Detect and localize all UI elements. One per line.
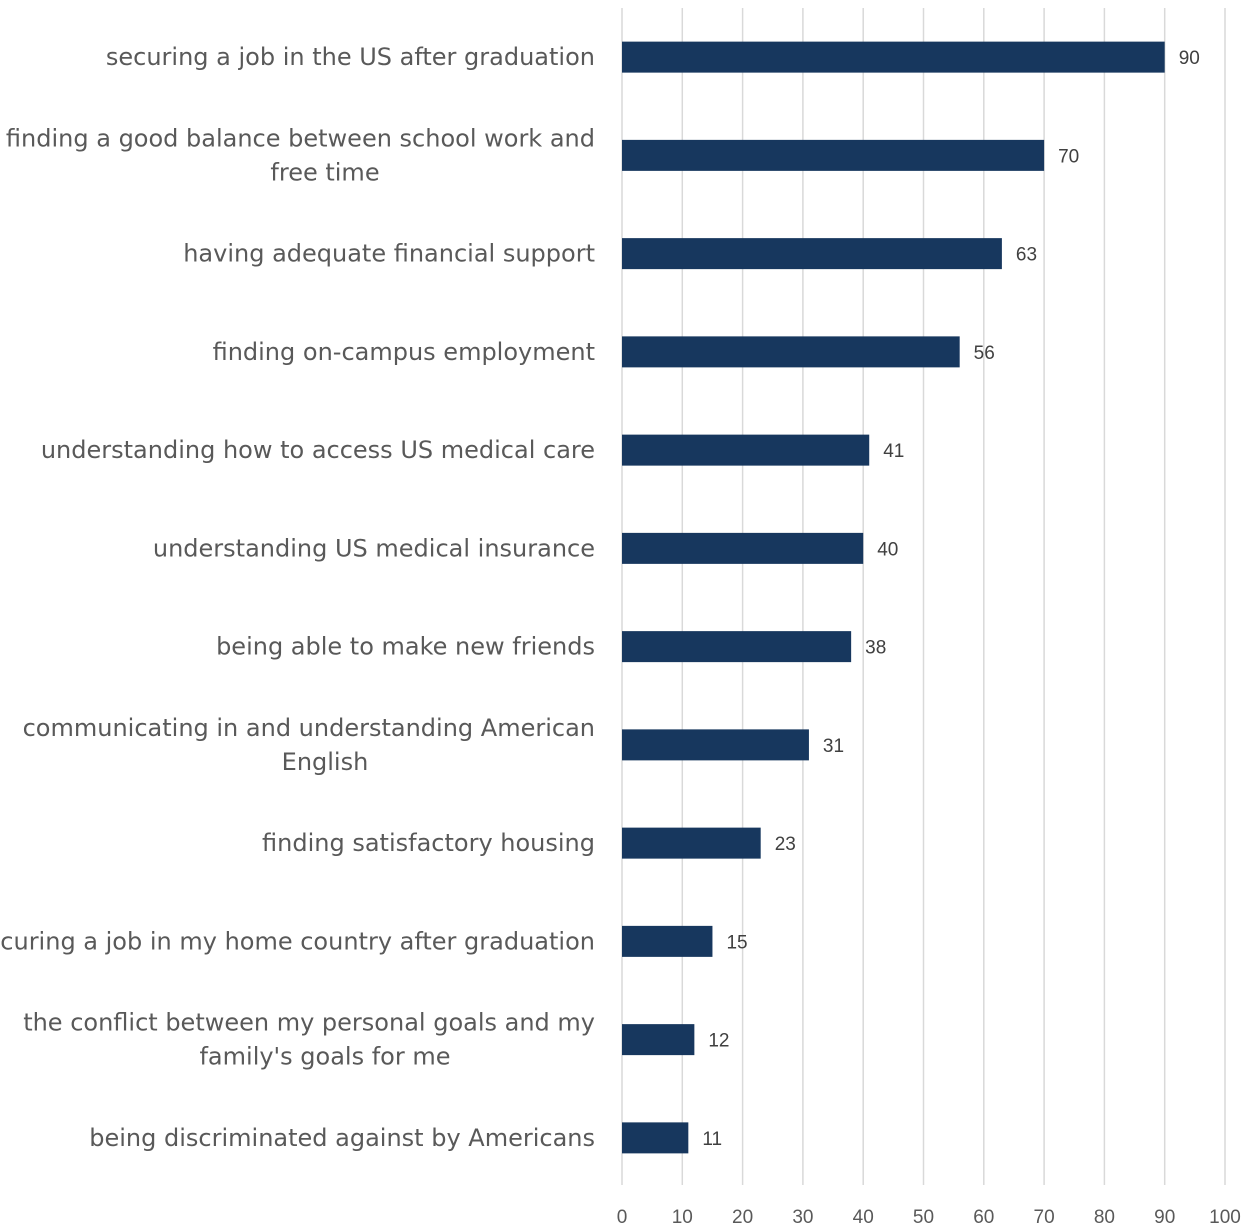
x-tick-label-90: 90 — [1154, 1207, 1175, 1228]
x-axis-tick-labels: 0 10 20 30 40 50 60 70 80 90 100 — [617, 1207, 1241, 1228]
category-label-10: securing a job in my home country after … — [0, 927, 595, 955]
bar-1 — [622, 41, 1165, 73]
data-label-1: 90 — [1179, 48, 1200, 69]
data-label-11: 12 — [708, 1031, 729, 1052]
bar-10 — [622, 925, 713, 957]
x-tick-label-70: 70 — [1034, 1207, 1055, 1228]
data-labels: 90 70 63 56 41 40 38 31 23 15 12 11 — [702, 48, 1200, 1150]
bar-4 — [622, 336, 960, 368]
category-label-1: securing a job in the US after graduatio… — [106, 43, 595, 71]
x-tick-label-10: 10 — [672, 1207, 693, 1228]
x-tick-label-40: 40 — [853, 1207, 874, 1228]
bar-5 — [622, 434, 870, 466]
data-label-10: 15 — [726, 932, 747, 953]
data-label-2: 70 — [1058, 146, 1079, 167]
x-tick-label-0: 0 — [617, 1207, 628, 1228]
category-label-12: being discriminated against by Americans — [89, 1124, 595, 1152]
category-label-2-line-1: finding a good balance between school wo… — [6, 124, 595, 152]
gridlines — [621, 8, 1226, 1185]
x-tick-label-50: 50 — [913, 1207, 934, 1228]
data-label-5: 41 — [883, 441, 904, 462]
category-label-4: finding on-campus employment — [213, 338, 595, 366]
category-label-11-line-2: family's goals for me — [199, 1043, 450, 1071]
bar-3 — [622, 238, 1002, 270]
data-label-7: 38 — [865, 638, 886, 659]
x-tick-label-30: 30 — [792, 1207, 813, 1228]
x-tick-label-100: 100 — [1209, 1207, 1241, 1228]
category-label-8-line-2: English — [282, 748, 369, 776]
bar-8 — [622, 729, 809, 761]
data-label-8: 31 — [823, 736, 844, 757]
category-label-5: understanding how to access US medical c… — [41, 436, 595, 464]
bar-2 — [622, 139, 1045, 171]
bars — [622, 41, 1165, 1154]
data-label-12: 11 — [702, 1129, 722, 1150]
bar-12 — [622, 1122, 689, 1154]
bar-9 — [622, 827, 761, 859]
category-label-9: finding satisfactory housing — [262, 829, 595, 857]
category-label-6: understanding US medical insurance — [153, 534, 595, 562]
data-label-6: 40 — [877, 539, 898, 560]
category-label-7: being able to make new friends — [216, 633, 595, 661]
bar-7 — [622, 631, 852, 663]
x-tick-label-60: 60 — [973, 1207, 994, 1228]
category-labels: securing a job in the US after graduatio… — [0, 43, 595, 1152]
bar-11 — [622, 1024, 695, 1056]
x-tick-label-80: 80 — [1094, 1207, 1115, 1228]
data-label-9: 23 — [775, 834, 796, 855]
category-label-8-line-1: communicating in and understanding Ameri… — [23, 714, 595, 742]
data-label-4: 56 — [974, 343, 995, 364]
category-label-2-line-2: free time — [270, 158, 379, 186]
category-label-3: having adequate financial support — [183, 240, 595, 268]
category-label-11-line-1: the conflict between my personal goals a… — [23, 1009, 595, 1037]
data-label-3: 63 — [1016, 245, 1037, 266]
x-tick-label-20: 20 — [732, 1207, 753, 1228]
bar-6 — [622, 532, 864, 564]
